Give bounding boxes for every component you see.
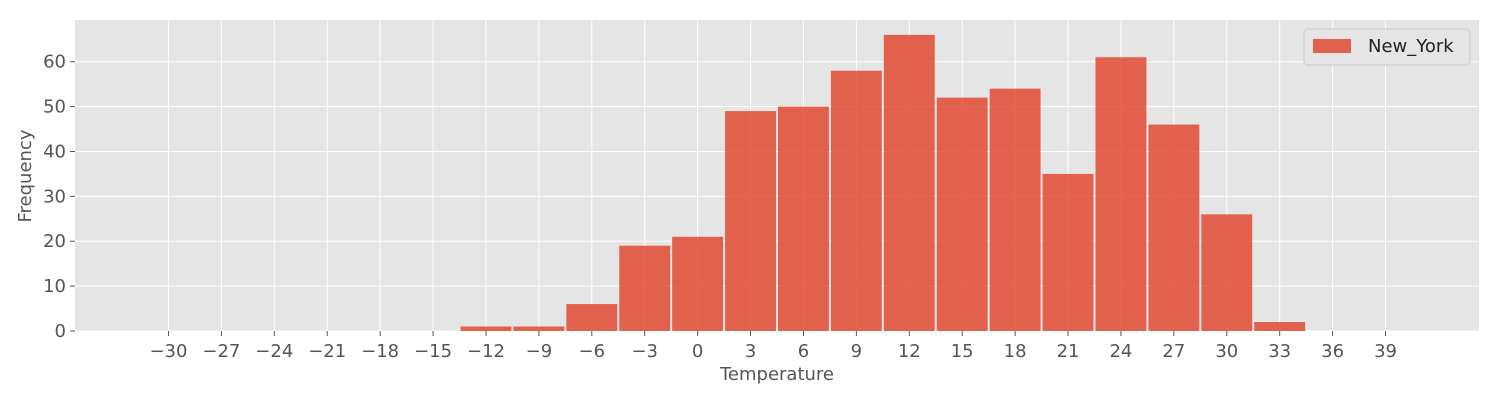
y-axis-ticks: 0 10 20 30 40 50 60 bbox=[43, 52, 75, 342]
legend: New_York bbox=[1303, 28, 1471, 66]
histogram-bar bbox=[936, 97, 988, 331]
x-tick-label: −3 bbox=[631, 341, 658, 362]
y-tick-label: 50 bbox=[43, 97, 66, 118]
x-tick-label: −15 bbox=[414, 341, 452, 362]
x-tick-label: 3 bbox=[745, 341, 756, 362]
histogram-bar bbox=[513, 326, 565, 331]
histogram-bar bbox=[883, 34, 935, 332]
histogram-bar bbox=[566, 304, 618, 331]
legend-label: New_York bbox=[1368, 36, 1454, 57]
x-tick-label: 15 bbox=[951, 341, 974, 362]
x-tick-label: 9 bbox=[851, 341, 862, 362]
x-tick-label: −18 bbox=[361, 341, 399, 362]
legend-box bbox=[1303, 28, 1471, 66]
histogram-bar bbox=[778, 106, 829, 331]
plot-area bbox=[75, 20, 1479, 331]
x-tick-label: −27 bbox=[202, 341, 240, 362]
bars bbox=[460, 34, 1306, 332]
x-tick-label: 39 bbox=[1374, 341, 1397, 362]
x-tick-label: 0 bbox=[692, 341, 703, 362]
y-tick-label: 60 bbox=[43, 52, 66, 73]
histogram-bar bbox=[725, 111, 776, 331]
x-tick-label: 27 bbox=[1162, 341, 1185, 362]
y-tick-label: 0 bbox=[55, 321, 66, 342]
x-tick-label: 33 bbox=[1268, 341, 1291, 362]
histogram-bar bbox=[672, 236, 724, 331]
x-tick-label: 30 bbox=[1215, 341, 1238, 362]
histogram-bar bbox=[1042, 173, 1094, 331]
x-tick-label: −12 bbox=[467, 341, 505, 362]
y-tick-label: 30 bbox=[43, 186, 66, 207]
x-tick-label: 6 bbox=[798, 341, 809, 362]
histogram-bar bbox=[460, 326, 512, 331]
histogram-bar bbox=[1254, 322, 1306, 331]
y-tick-label: 20 bbox=[43, 231, 66, 252]
x-tick-label: 24 bbox=[1109, 341, 1132, 362]
histogram-bar bbox=[1148, 124, 1200, 332]
y-axis-label: Frequency bbox=[15, 129, 36, 222]
x-tick-label: −30 bbox=[149, 341, 187, 362]
x-axis-label: Temperature bbox=[719, 364, 834, 385]
x-tick-label: 18 bbox=[1004, 341, 1027, 362]
x-axis-ticks: −30 −27 −24 −21 −18 −15 −12 −9 −6 −3 0 3 6 9 12 15 18 21 2… bbox=[149, 331, 1397, 362]
legend-swatch bbox=[1313, 39, 1351, 53]
histogram-bar bbox=[1095, 57, 1147, 331]
x-tick-label: −9 bbox=[526, 341, 553, 362]
histogram-bar bbox=[1201, 214, 1253, 331]
histogram-bar bbox=[830, 70, 882, 332]
y-tick-label: 10 bbox=[43, 276, 66, 297]
histogram-bar bbox=[619, 245, 671, 331]
x-tick-label: 36 bbox=[1321, 341, 1344, 362]
x-tick-label: 12 bbox=[898, 341, 921, 362]
x-tick-label: −6 bbox=[579, 341, 606, 362]
x-tick-label: 21 bbox=[1057, 341, 1080, 362]
histogram-bar bbox=[989, 88, 1041, 331]
x-tick-label: −21 bbox=[308, 341, 346, 362]
y-tick-label: 40 bbox=[43, 141, 66, 162]
x-tick-label: −24 bbox=[255, 341, 293, 362]
